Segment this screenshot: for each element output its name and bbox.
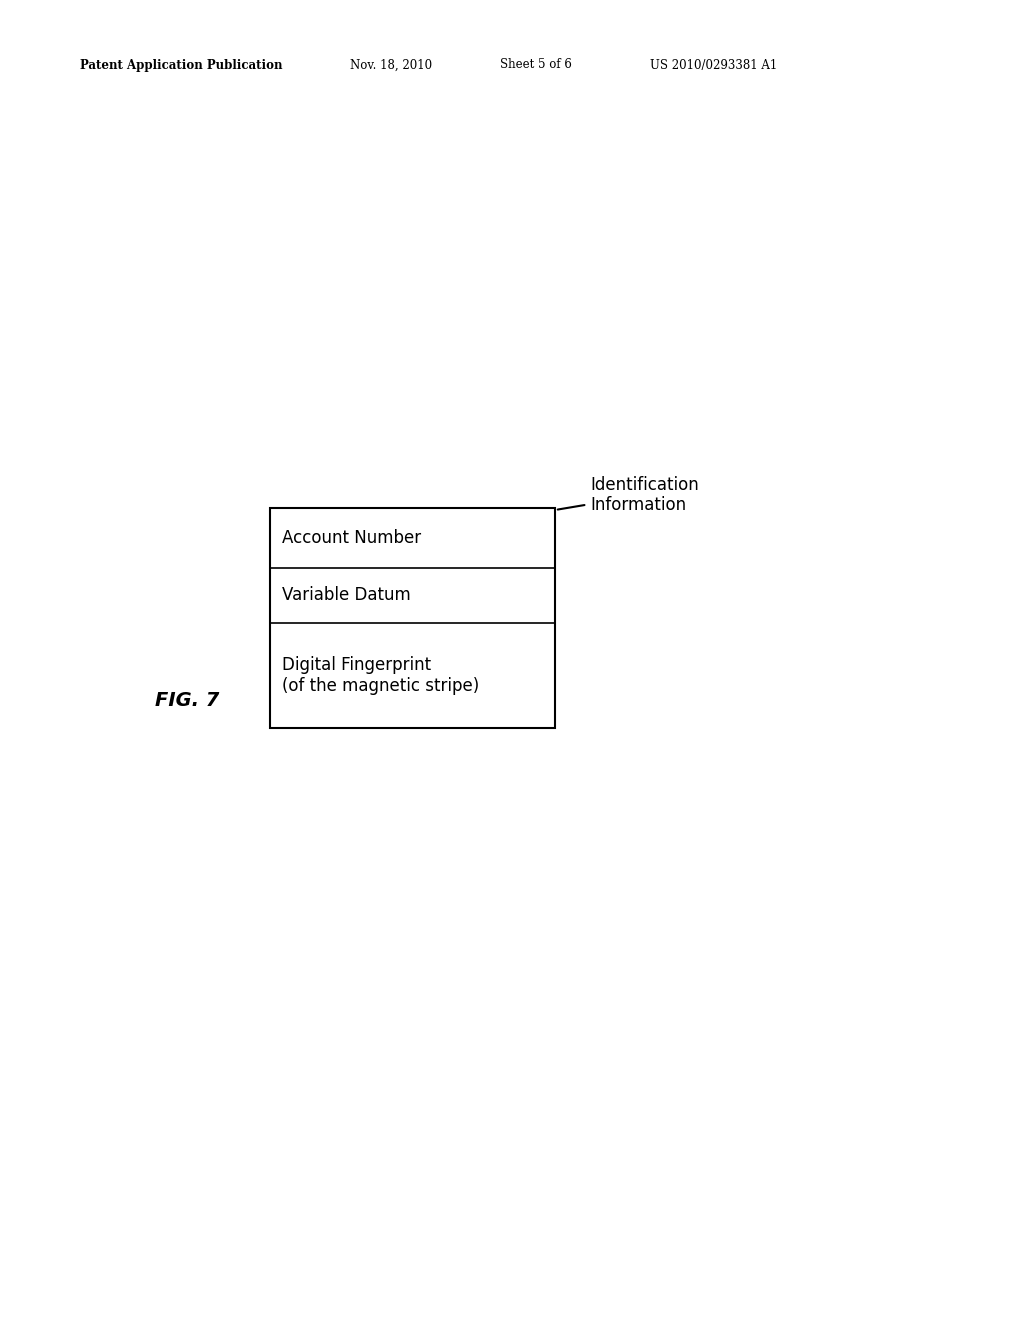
- Text: FIG. 7: FIG. 7: [155, 690, 219, 710]
- Text: Account Number: Account Number: [282, 529, 421, 546]
- Text: US 2010/0293381 A1: US 2010/0293381 A1: [650, 58, 777, 71]
- Bar: [270, 508, 555, 729]
- Text: Variable Datum: Variable Datum: [282, 586, 411, 605]
- Text: Sheet 5 of 6: Sheet 5 of 6: [500, 58, 571, 71]
- Text: Identification
Information: Identification Information: [558, 475, 698, 515]
- Text: Patent Application Publication: Patent Application Publication: [80, 58, 283, 71]
- Text: Digital Fingerprint
(of the magnetic stripe): Digital Fingerprint (of the magnetic str…: [282, 656, 479, 694]
- Text: Nov. 18, 2010: Nov. 18, 2010: [350, 58, 432, 71]
